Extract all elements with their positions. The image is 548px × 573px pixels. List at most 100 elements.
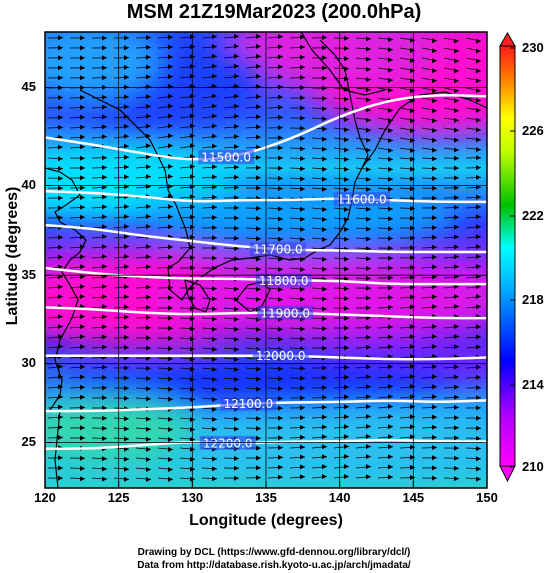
colorbar-tick-222: 222: [522, 208, 544, 223]
wind-arrowhead: [256, 236, 261, 242]
wind-arrowhead: [58, 455, 63, 461]
wind-arrowhead: [80, 344, 85, 350]
wind-arrowhead: [234, 33, 239, 39]
wind-arrowhead: [234, 386, 239, 392]
wind-arrowhead: [234, 174, 239, 180]
wind-arrowhead: [234, 53, 239, 59]
wind-arrowhead: [432, 128, 437, 133]
wind-arrowhead: [278, 287, 283, 292]
wind-arrowhead: [80, 155, 85, 161]
wind-arrowhead: [124, 133, 129, 139]
wind-arrowhead: [278, 366, 283, 372]
wind-arrowhead: [212, 143, 217, 149]
wind-arrowhead: [234, 144, 239, 150]
wind-arrowhead: [366, 414, 371, 419]
wind-arrowhead: [410, 444, 415, 450]
wind-arrowhead: [322, 474, 327, 479]
wind-arrowhead: [212, 255, 217, 261]
wind-arrowhead: [410, 156, 415, 162]
wind-arrowhead: [454, 374, 459, 380]
wind-arrowhead: [256, 63, 261, 69]
wind-arrowhead: [234, 43, 239, 49]
wind-arrowhead: [102, 104, 107, 110]
wind-arrowhead: [212, 93, 217, 99]
wind-arrowhead: [102, 65, 107, 71]
wind-arrowhead: [212, 235, 217, 241]
wind-arrowhead: [234, 475, 239, 481]
wind-arrowhead: [278, 125, 283, 131]
wind-arrowhead: [58, 324, 63, 329]
wind-arrowhead: [124, 174, 129, 180]
contour-line-12000.0: [45, 354, 487, 361]
wind-arrowhead: [410, 108, 415, 114]
wind-arrowhead: [58, 254, 63, 260]
wind-arrowhead: [80, 455, 85, 461]
wind-arrowhead: [300, 365, 305, 371]
wind-arrowhead: [454, 264, 459, 270]
wind-arrowhead: [146, 416, 151, 422]
wind-arrowhead: [300, 54, 305, 60]
wind-arrowhead: [432, 176, 437, 181]
wind-arrowhead: [322, 55, 327, 61]
wind-arrowhead: [278, 435, 283, 441]
wind-arrowhead: [344, 35, 349, 41]
wind-arrowhead: [58, 35, 63, 41]
wind-arrowhead: [80, 384, 85, 390]
contour-line-11900.0: [45, 306, 487, 320]
wind-arrowhead: [344, 266, 349, 272]
wind-arrowhead: [388, 285, 393, 291]
wind-arrowhead: [234, 326, 239, 332]
x-tick-140: 140: [328, 490, 351, 505]
wind-arrowhead: [432, 166, 437, 172]
wind-arrowhead: [102, 134, 107, 140]
wind-arrowhead: [410, 324, 415, 330]
wind-arrowhead: [234, 266, 239, 272]
wind-arrowhead: [388, 176, 393, 182]
wind-arrowhead: [278, 405, 283, 411]
contour-label-bg: [249, 242, 306, 257]
wind-arrowhead: [256, 286, 261, 292]
wind-arrowhead: [256, 114, 261, 120]
wind-arrowhead: [476, 174, 481, 180]
wind-arrowhead: [300, 156, 305, 162]
wind-arrowhead: [432, 195, 437, 201]
wind-arrowhead: [454, 324, 459, 329]
wind-arrowhead: [212, 286, 217, 292]
wind-arrowhead: [146, 325, 151, 331]
wind-arrowhead: [322, 345, 327, 351]
wind-arrowhead: [80, 425, 85, 431]
wind-arrowhead: [476, 234, 481, 240]
wind-arrowhead: [234, 225, 239, 231]
wind-arrowhead: [102, 165, 107, 170]
wind-arrowhead: [366, 137, 371, 143]
wind-arrowhead: [344, 414, 349, 420]
wind-arrowhead: [454, 294, 459, 299]
wind-arrowhead: [344, 454, 349, 459]
wind-arrowhead: [300, 454, 305, 460]
wind-arrowhead: [454, 127, 459, 133]
wind-arrowhead: [168, 174, 173, 179]
wind-arrowhead: [410, 78, 415, 84]
wind-arrowhead: [234, 465, 239, 471]
x-tick-120: 120: [34, 490, 56, 505]
wind-arrowhead: [344, 424, 349, 430]
wind-arrowhead: [388, 275, 393, 281]
wind-arrowhead: [476, 294, 481, 299]
wind-arrowhead: [366, 334, 371, 340]
wind-arrowhead: [80, 264, 85, 270]
wind-arrowhead: [146, 376, 151, 382]
wind-arrowhead: [102, 254, 107, 259]
wind-arrowhead: [432, 434, 437, 440]
colorbar-tick-218: 218: [522, 292, 544, 307]
wind-arrowhead: [80, 55, 85, 61]
wind-arrowhead: [454, 425, 459, 431]
wind-arrowhead: [366, 285, 371, 291]
colorbar-top-arrow: [499, 31, 516, 47]
wind-arrowhead: [58, 144, 63, 150]
wind-arrowhead: [388, 464, 393, 470]
wind-arrowhead: [146, 335, 151, 341]
wind-arrowhead: [102, 124, 107, 130]
wind-arrowhead: [80, 65, 85, 71]
wind-arrowhead: [168, 416, 173, 422]
wind-arrowhead: [322, 434, 327, 440]
